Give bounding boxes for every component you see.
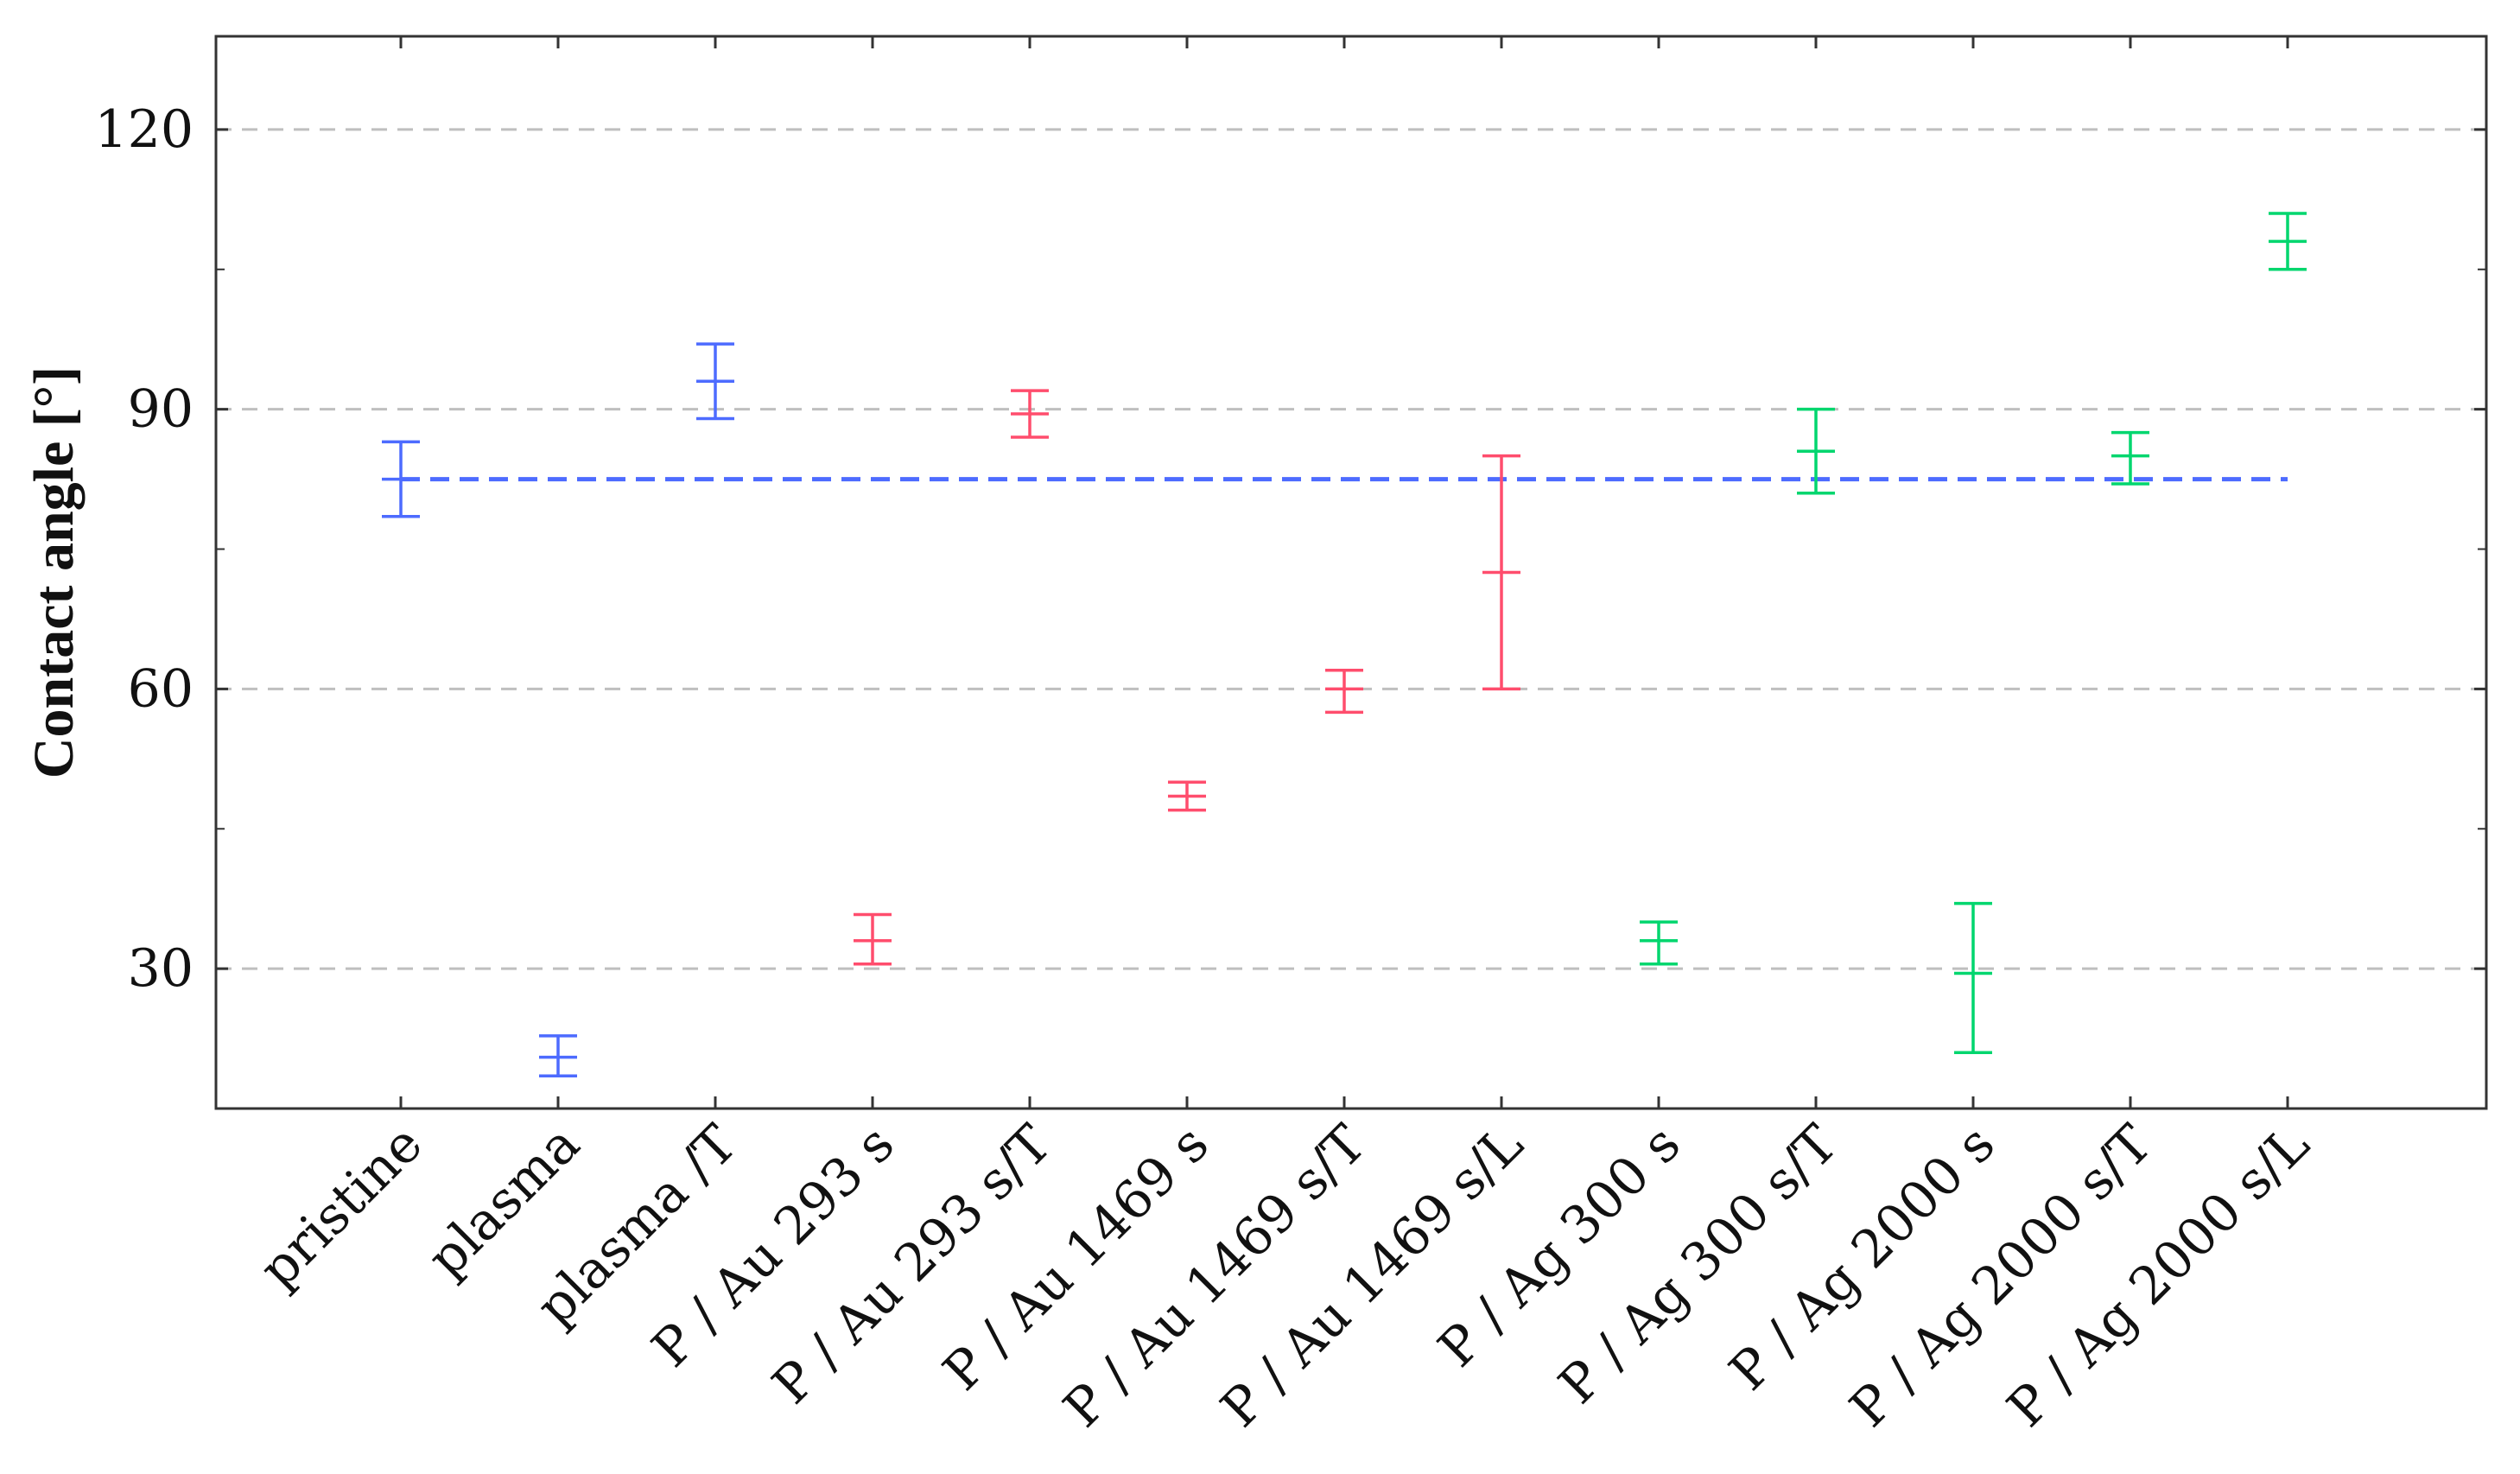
y-axis-label: Contact angle [°] bbox=[22, 366, 86, 778]
x-category-label: pristine bbox=[248, 1114, 434, 1299]
error-bar bbox=[1325, 669, 1363, 715]
error-bar bbox=[382, 440, 420, 518]
y-axis: 30 60 90 120 bbox=[94, 99, 2486, 999]
plot-frame bbox=[214, 35, 2488, 1110]
y-tick-label: 120 bbox=[94, 99, 194, 160]
error-bar bbox=[1482, 454, 1520, 691]
error-bar bbox=[2269, 212, 2307, 271]
x-category-label: P / Ag 2000 s bbox=[1718, 1114, 2007, 1402]
data-marks bbox=[382, 212, 2307, 1077]
x-category-label: P / Au 1469 s bbox=[932, 1114, 1221, 1402]
error-bar bbox=[1954, 901, 1992, 1055]
error-bar bbox=[696, 342, 734, 421]
error-bar bbox=[1797, 407, 1835, 495]
y-tick-label: 90 bbox=[128, 379, 194, 440]
error-bar bbox=[1011, 389, 1049, 439]
error-bar bbox=[539, 1034, 577, 1077]
x-category-label: P / Ag 2000 s/L bbox=[1996, 1114, 2320, 1439]
error-bar bbox=[2111, 430, 2149, 486]
x-category-label: P / Au 293 s/T bbox=[761, 1114, 1063, 1416]
error-bar bbox=[854, 912, 892, 966]
grid bbox=[216, 128, 2486, 970]
y-tick-label: 60 bbox=[128, 658, 194, 719]
error-bar bbox=[1640, 920, 1678, 966]
error-bar bbox=[1168, 780, 1206, 812]
y-tick-label: 30 bbox=[128, 938, 194, 999]
x-category-label: P / Ag 300 s/T bbox=[1547, 1114, 1849, 1415]
